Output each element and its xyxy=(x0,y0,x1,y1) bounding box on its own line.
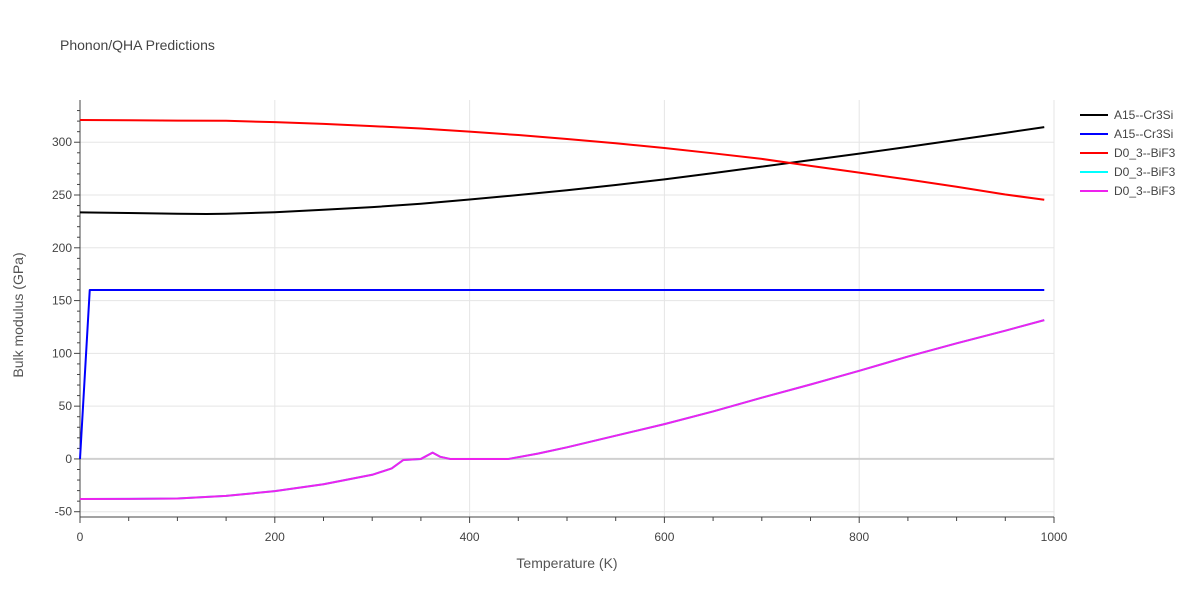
x-axis-title: Temperature (K) xyxy=(516,555,617,571)
x-tick-label: 1000 xyxy=(1041,530,1068,544)
legend-item-5[interactable]: D0_3--BiF3 xyxy=(1080,184,1176,198)
y-tick-label: 250 xyxy=(52,188,72,202)
legend-label: D0_3--BiF3 xyxy=(1114,165,1176,179)
y-tick-label: 200 xyxy=(52,241,72,255)
legend-label: D0_3--BiF3 xyxy=(1114,146,1176,160)
y-axis-title: Bulk modulus (GPa) xyxy=(10,252,26,377)
series-lines xyxy=(79,119,1045,501)
legend-item-4[interactable]: D0_3--BiF3 xyxy=(1080,165,1176,179)
y-tick-label: 0 xyxy=(65,452,72,466)
series-line-3 xyxy=(79,119,1045,201)
legend-item-1[interactable]: A15--Cr3Si xyxy=(1080,108,1173,122)
legend-label: D0_3--BiF3 xyxy=(1114,184,1176,198)
legend-item-2[interactable]: A15--Cr3Si xyxy=(1080,127,1173,141)
series-line-1 xyxy=(79,126,1045,216)
x-tick-label: 0 xyxy=(77,530,84,544)
legend-label: A15--Cr3Si xyxy=(1114,108,1173,122)
y-tick-label: 50 xyxy=(59,399,73,413)
y-tick-label: -50 xyxy=(55,505,73,519)
series-line-2 xyxy=(79,289,1045,459)
grid xyxy=(80,100,1055,517)
legend-item-3[interactable]: D0_3--BiF3 xyxy=(1080,146,1176,160)
series-line-5 xyxy=(79,319,1045,501)
series-line-4 xyxy=(79,319,1045,501)
legend[interactable]: A15--Cr3Si A15--Cr3Si D0_3--BiF3 D0_3--BiF3… xyxy=(1080,108,1176,198)
axes: 0 200 400 600 800 1000 -50 0 50 100 150 200 250 300 xyxy=(52,100,1068,544)
chart-title: Phonon/QHA Predictions xyxy=(60,37,215,53)
x-tick-label: 200 xyxy=(265,530,285,544)
x-tick-label: 600 xyxy=(654,530,674,544)
legend-label: A15--Cr3Si xyxy=(1114,127,1173,141)
x-tick-label: 400 xyxy=(460,530,480,544)
x-tick-label: 800 xyxy=(849,530,869,544)
y-tick-label: 150 xyxy=(52,294,72,308)
y-tick-label: 100 xyxy=(52,346,72,360)
y-tick-label: 300 xyxy=(52,135,72,149)
